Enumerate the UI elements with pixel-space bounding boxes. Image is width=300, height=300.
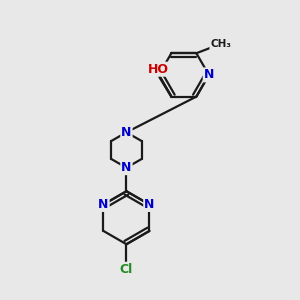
Text: N: N: [204, 68, 214, 81]
Text: CH₃: CH₃: [210, 39, 231, 50]
Text: Cl: Cl: [120, 263, 133, 276]
Text: N: N: [121, 161, 132, 174]
Text: N: N: [144, 198, 154, 211]
Text: HO: HO: [148, 63, 169, 76]
Text: N: N: [121, 126, 132, 139]
Text: N: N: [98, 198, 109, 211]
